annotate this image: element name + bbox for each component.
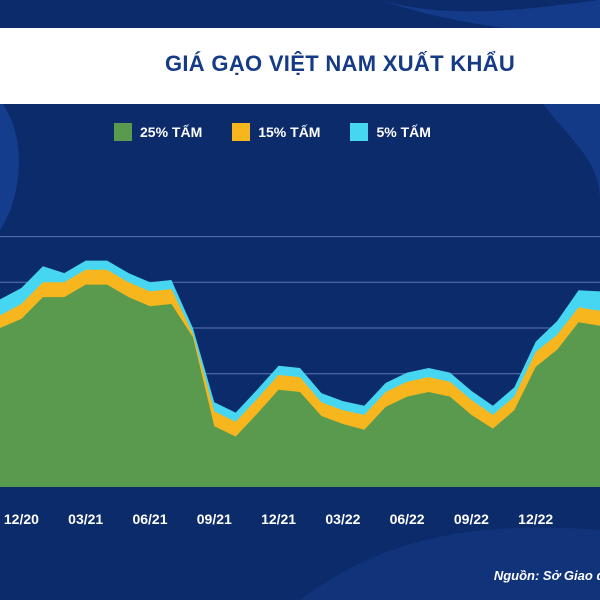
x-tick-label: 12/21 — [261, 511, 296, 527]
legend-item-5: 5% TẤM — [350, 123, 431, 141]
x-tick-label: 06/21 — [132, 511, 167, 527]
x-tick-label: 03/21 — [68, 511, 103, 527]
legend-label-25: 25% TẤM — [140, 124, 203, 140]
legend-label-5: 5% TẤM — [376, 124, 431, 140]
legend-label-15: 15% TẤM — [258, 124, 321, 140]
legend-swatch-25 — [114, 123, 132, 141]
title-band — [0, 28, 600, 104]
source-note: Nguồn: Sở Giao dị — [493, 568, 600, 583]
x-tick-label: 12/22 — [518, 511, 553, 527]
x-tick-label: 03/22 — [325, 511, 360, 527]
legend-swatch-15 — [232, 123, 251, 141]
x-tick-label: 12/20 — [4, 511, 39, 527]
x-tick-label: 09/21 — [197, 511, 232, 527]
legend-swatch-5 — [350, 123, 369, 141]
legend-item-25: 25% TẤM — [114, 123, 202, 141]
x-tick-label: 06/22 — [390, 511, 425, 527]
legend-item-15: 15% TẤM — [232, 123, 320, 141]
x-tick-label: 09/22 — [454, 511, 489, 527]
legend: 25% TẤM 15% TẤM 5% TẤM — [114, 122, 461, 142]
area-series-0 — [0, 284, 600, 488]
chart-title: GIÁ GẠO VIỆT NAM XUẤT KHẨU — [164, 51, 516, 76]
